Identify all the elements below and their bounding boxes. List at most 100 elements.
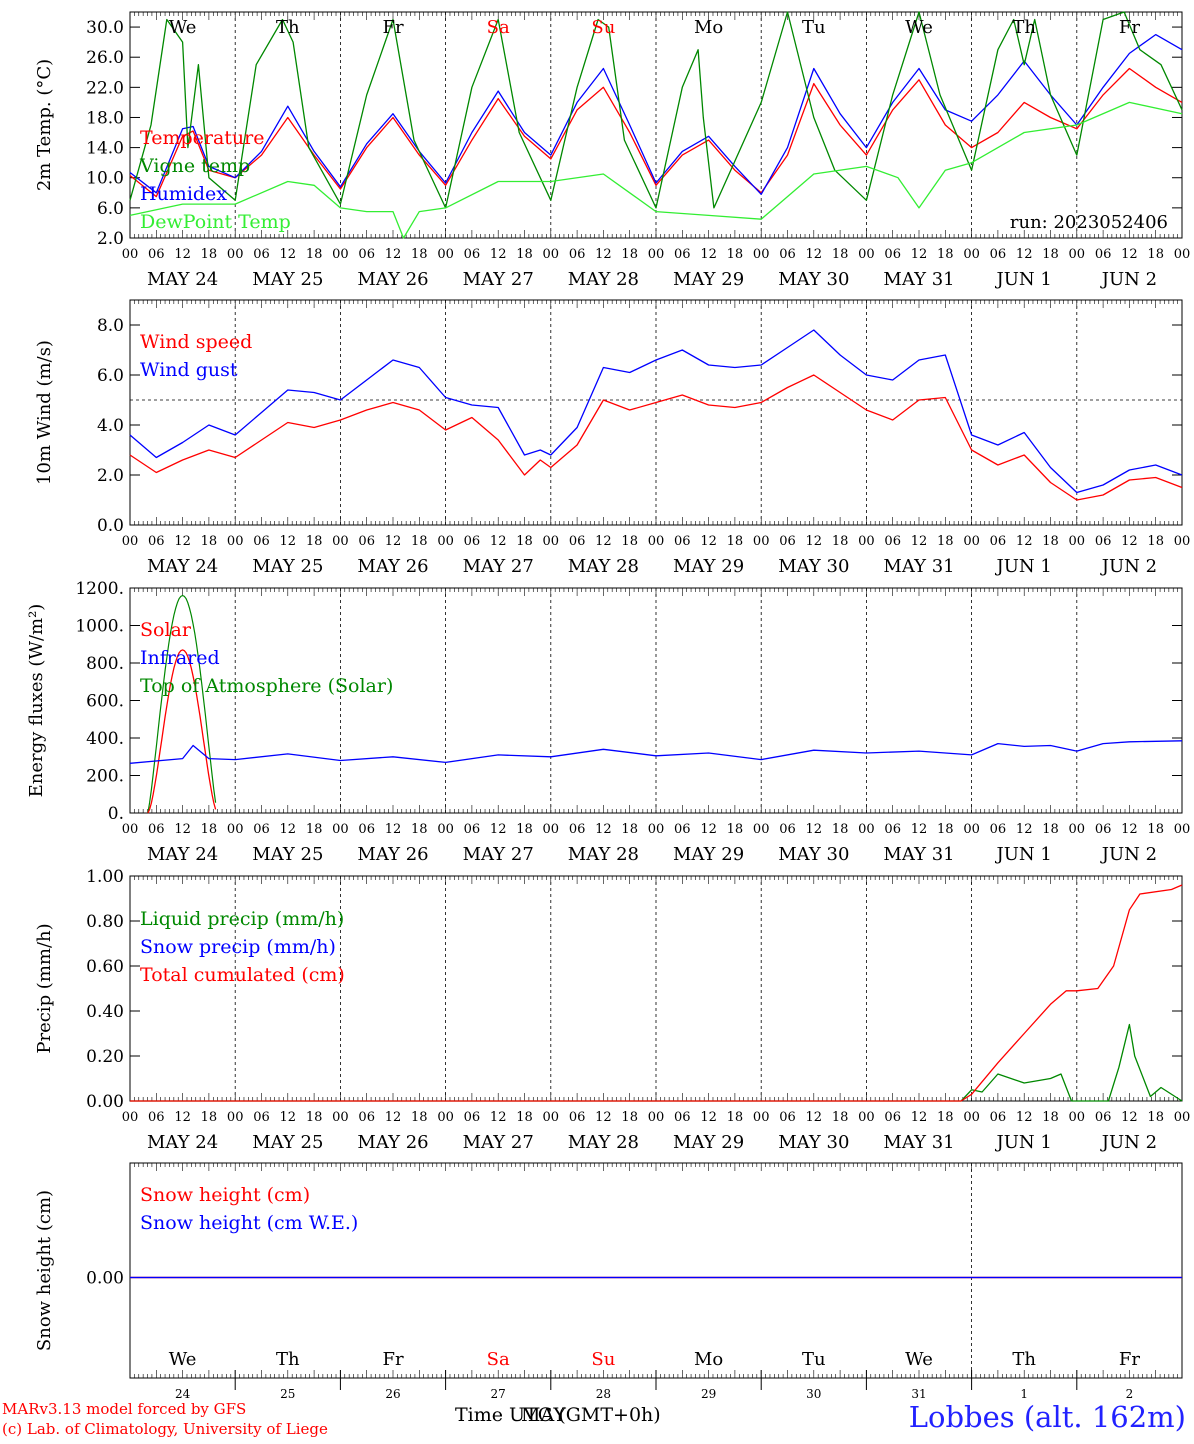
hour-label: 12 (911, 1110, 928, 1125)
hour-label: 12 (1016, 822, 1033, 837)
panel-1: 2.0 6.0 10.0 14.0 18.0 22.0 26.0 30.0 2m Temp. (… (34, 11, 1190, 290)
day-number: 1 (1020, 1387, 1028, 1401)
hour-label: 18 (1042, 534, 1059, 549)
hour-label: 06 (674, 534, 691, 549)
hour-label: 12 (700, 247, 717, 262)
hour-label: 18 (621, 534, 638, 549)
hour-label: 12 (700, 822, 717, 837)
series-line-top-of-atmosphere (147, 594, 217, 814)
hour-label: 12 (595, 1110, 612, 1125)
hour-label: 18 (937, 1110, 954, 1125)
hour-label: 18 (516, 247, 533, 262)
hour-label: 06 (990, 534, 1007, 549)
day-name-bottom: Mo (694, 1349, 723, 1370)
hour-label: 12 (1016, 247, 1033, 262)
hour-label: 06 (990, 247, 1007, 262)
hour-label: 12 (1016, 1110, 1033, 1125)
hour-label: 06 (779, 247, 796, 262)
hour-label: 00 (1069, 1110, 1086, 1125)
hour-label: 12 (490, 1110, 507, 1125)
hour-label: 12 (911, 822, 928, 837)
date-label: MAY 30 (778, 1132, 849, 1153)
date-label: MAY 31 (883, 269, 954, 290)
hour-label: 00 (122, 822, 139, 837)
date-label: MAY 25 (252, 844, 323, 865)
hour-label: 00 (332, 534, 349, 549)
legend-entry: Total cumulated (cm) (140, 964, 345, 986)
date-label: JUN 2 (1100, 844, 1157, 865)
plot-frame (129, 587, 1183, 814)
panel-5: 0.00 Snow height (cm) Snow height (cm) Snow… (34, 1162, 1183, 1379)
day-name-bottom: Fr (1119, 1349, 1140, 1370)
hour-label: 06 (148, 1110, 165, 1125)
panel-3: 0. 200. 400. 600. 800. 1000. 1200. Energy fluxe… (26, 579, 1190, 865)
date-label: MAY 27 (463, 844, 534, 865)
day-number: 31 (911, 1387, 926, 1401)
day-name-bottom: Tu (802, 1349, 826, 1370)
series-group (129, 329, 1183, 501)
y-tick-label: 200. (86, 767, 124, 787)
model-credit: MARv3.13 model forced by GFS (2, 1400, 247, 1418)
date-label: MAY 24 (147, 844, 218, 865)
hour-label: 00 (227, 534, 244, 549)
hour-label: 12 (1121, 247, 1138, 262)
date-label: MAY 28 (568, 844, 639, 865)
hour-label: 18 (832, 1110, 849, 1125)
hour-label: 12 (490, 247, 507, 262)
date-label: MAY 26 (357, 844, 428, 865)
hour-label: 18 (1042, 822, 1059, 837)
date-label: JUN 1 (995, 844, 1052, 865)
hour-label: 00 (858, 247, 875, 262)
date-label: MAY 30 (778, 844, 849, 865)
hour-label: 00 (963, 247, 980, 262)
date-label: MAY 27 (463, 556, 534, 577)
series-line-solar (147, 649, 217, 814)
date-label: MAY 27 (463, 269, 534, 290)
day-name-top: Fr (1119, 17, 1140, 38)
legend-entry: Humidex (140, 183, 227, 205)
hour-label: 06 (1095, 1110, 1112, 1125)
y-tick-label: 14.0 (86, 139, 124, 159)
hour-label: 00 (753, 247, 770, 262)
panel-4: 0.00 0.20 0.40 0.60 0.80 1.00 Precip (mm/h) 00 0… (34, 867, 1190, 1153)
date-label: JUN 1 (995, 1132, 1052, 1153)
day-name-top: Tu (802, 17, 826, 38)
legend-entry: DewPoint Temp (140, 211, 291, 233)
hour-label: 00 (963, 534, 980, 549)
hour-label: 00 (648, 1110, 665, 1125)
hour-label: 00 (1069, 534, 1086, 549)
date-label: MAY 24 (147, 269, 218, 290)
date-label: MAY 26 (357, 1132, 428, 1153)
y-tick-label: 30.0 (86, 18, 124, 38)
hour-label: 12 (1121, 822, 1138, 837)
hour-label: 18 (621, 247, 638, 262)
legend-entry: Snow height (cm) (140, 1184, 310, 1206)
day-name-bottom: We (169, 1349, 197, 1370)
hour-label: 06 (569, 247, 586, 262)
day-name-top: Th (276, 17, 300, 38)
hour-label: 12 (385, 1110, 402, 1125)
y-tick-label: 6.0 (97, 366, 124, 386)
date-label: MAY 28 (568, 1132, 639, 1153)
hour-label: 12 (490, 822, 507, 837)
day-name-bottom: Th (276, 1349, 300, 1370)
hour-label: 18 (1147, 534, 1164, 549)
date-label: MAY 24 (147, 556, 218, 577)
day-name-top: Su (591, 17, 615, 38)
hour-label: 18 (832, 822, 849, 837)
hour-label: 06 (253, 1110, 270, 1125)
y-tick-label: 0.00 (86, 1269, 124, 1289)
station-label: Lobbes (alt. 162m) (908, 1400, 1186, 1434)
hour-label: 00 (332, 247, 349, 262)
y-tick-label: 600. (86, 692, 124, 712)
hour-label: 06 (569, 1110, 586, 1125)
series-line-wind-speed (129, 374, 1183, 501)
hour-label: 00 (1174, 534, 1191, 549)
hour-label: 18 (727, 822, 744, 837)
hour-label: 12 (595, 822, 612, 837)
day-number: 28 (596, 1387, 611, 1401)
hour-label: 12 (700, 1110, 717, 1125)
series-group (129, 11, 1183, 239)
hour-label: 12 (174, 534, 191, 549)
